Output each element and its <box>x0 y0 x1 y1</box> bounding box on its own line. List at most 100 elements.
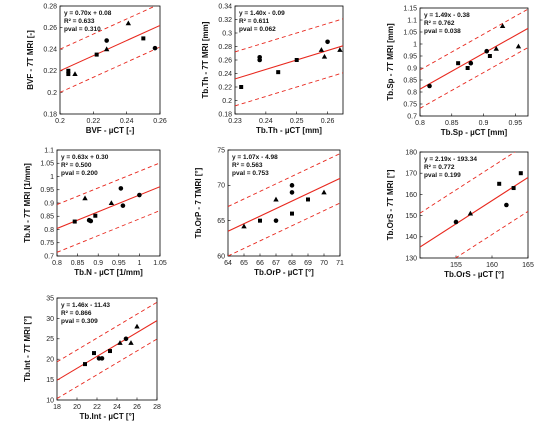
x-tick-label: 28 <box>153 404 161 411</box>
x-axis-label: Tb.OrP - µCT [°] <box>254 268 314 277</box>
y-tick-label: 0.75 <box>40 240 54 247</box>
data-point-square <box>66 72 71 77</box>
scatter-panel-5: 64 65 66 67 68 69 70 71 60 65 70 75 y = 1.07x - 4.98… <box>194 147 344 277</box>
regression-line <box>60 24 160 72</box>
x-axis-label: Tb.N - µCT [1/mm] <box>74 268 143 277</box>
y-tick-label: 10 <box>46 397 54 404</box>
data-point-square <box>497 181 502 186</box>
upper-band-line <box>420 152 516 214</box>
data-point-circle <box>104 38 109 43</box>
data-point-square <box>276 70 281 75</box>
x-tick-label: 70 <box>320 260 328 267</box>
y-tick-label: 0.9 <box>44 200 54 207</box>
y-tick-label: 65 <box>217 218 225 225</box>
data-point-circle <box>118 186 124 191</box>
data-point-circle <box>289 190 295 195</box>
data-point-square <box>239 85 244 89</box>
y-tick-label: 0.2 <box>222 98 232 105</box>
y-tick-label: 1.05 <box>40 161 54 168</box>
y-tick-label: 0.24 <box>218 71 232 78</box>
regression-line <box>228 177 340 232</box>
y-axis-label: Tb.Sp - 7T MRI [mm] <box>386 23 395 101</box>
y-tick-label: 1.1 <box>44 147 54 154</box>
y-tick-label: 0.75 <box>403 101 417 108</box>
x-tick-label: 1.05 <box>153 260 167 267</box>
data-point-circle <box>427 83 432 89</box>
data-point-triangle <box>108 200 115 205</box>
data-point-circle <box>484 48 490 54</box>
data-point-square <box>294 58 299 62</box>
data-point-triangle <box>103 46 110 52</box>
x-tick-label: 0.26 <box>153 118 167 125</box>
stats-line-3: pval = 0.753 <box>232 170 269 177</box>
scatter-panel-6: 155 160 165 130 140 150 160 170 180 y = 2.19x - 1… <box>386 149 534 279</box>
data-point-circle <box>257 57 262 63</box>
x-tick-label: 20 <box>73 404 81 411</box>
x-tick-label: 1 <box>137 260 141 267</box>
x-tick-label: 65 <box>240 260 248 267</box>
lower-band-line <box>60 46 160 93</box>
stats-line-2: R² = 0.772 <box>424 164 455 171</box>
data-point-square <box>456 61 461 66</box>
y-axis-label: Tb.OrS - 7T MRI [°] <box>386 169 395 240</box>
x-axis-label: Tb.OrS - µCT [°] <box>444 270 504 279</box>
stats-line-1: y = 2.19x - 193.34 <box>424 156 477 163</box>
lower-band-line <box>235 72 343 107</box>
data-point-circle <box>152 45 158 51</box>
x-tick-label: 0.2 <box>55 118 65 125</box>
x-tick-label: 0.23 <box>228 118 242 125</box>
plot-frame <box>56 297 158 401</box>
x-tick-label: 0.8 <box>52 260 62 267</box>
x-tick-label: 26 <box>133 404 141 411</box>
y-tick-label: 25 <box>46 336 54 343</box>
y-tick-label: 0.34 <box>218 3 232 10</box>
data-point-square <box>518 171 523 176</box>
y-tick-label: 1.05 <box>403 29 417 36</box>
x-tick-label: 0.85 <box>71 260 85 267</box>
stats-line-1: y = 1.49x - 0.38 <box>424 12 470 19</box>
y-tick-label: 0.7 <box>407 113 417 120</box>
y-axis-label: Tb.Int - 7T MRI [°] <box>23 316 32 382</box>
data-point-circle <box>273 218 279 223</box>
data-point-triangle <box>134 323 140 329</box>
y-tick-label: 0.28 <box>218 44 232 51</box>
data-point-triangle <box>72 71 78 77</box>
data-point-circle <box>99 356 105 361</box>
data-point-circle <box>468 60 474 66</box>
lower-band-line <box>454 210 528 258</box>
stats-line-1: y = 0.70x + 0.08 <box>64 10 112 17</box>
stats-line-2: R² = 0.563 <box>232 162 263 169</box>
y-tick-label: 160 <box>405 192 417 199</box>
scatter-panel-3: 0.8 0.85 0.9 0.95 0.7 0.75 0.8 0.85 0.9 0.95 1 1.05… <box>386 5 529 137</box>
stats-line-1: y = 1.46x - 11.43 <box>61 302 110 309</box>
data-point-square <box>83 362 87 367</box>
y-tick-label: 130 <box>405 255 417 262</box>
data-point-square <box>306 197 310 202</box>
y-tick-label: 20 <box>46 357 54 364</box>
x-tick-label: 0.24 <box>120 118 134 125</box>
regression-line <box>420 176 528 248</box>
data-point-square <box>511 186 516 191</box>
stats-line-2: R² = 0.611 <box>239 18 270 25</box>
regression-line <box>57 320 157 381</box>
y-tick-label: 1 <box>413 41 417 48</box>
scatter-panel-2: 0.23 0.24 0.25 0.26 0.18 0.2 0.22 0.24 0.26 0.28 0… <box>201 3 344 135</box>
y-tick-label: 180 <box>405 149 417 156</box>
lower-band-line <box>57 338 157 399</box>
data-point-triangle <box>321 53 328 59</box>
y-axis-label: Tb.N - 7T MRI [1/mm] <box>23 163 32 243</box>
data-point-triangle <box>499 23 506 28</box>
x-tick-label: 165 <box>522 262 534 269</box>
y-tick-label: 0.18 <box>43 111 57 118</box>
y-tick-label: 30 <box>46 316 54 323</box>
x-tick-label: 67 <box>272 260 280 267</box>
plot-frame <box>419 151 529 259</box>
y-tick-label: 35 <box>46 295 54 302</box>
stats-line-1: y = 1.40x - 0.09 <box>239 10 285 17</box>
x-tick-label: 0.9 <box>479 120 489 127</box>
x-tick-label: 160 <box>486 262 498 269</box>
data-point-triangle <box>337 47 343 52</box>
x-tick-label: 68 <box>288 260 296 267</box>
x-tick-label: 155 <box>450 262 462 269</box>
